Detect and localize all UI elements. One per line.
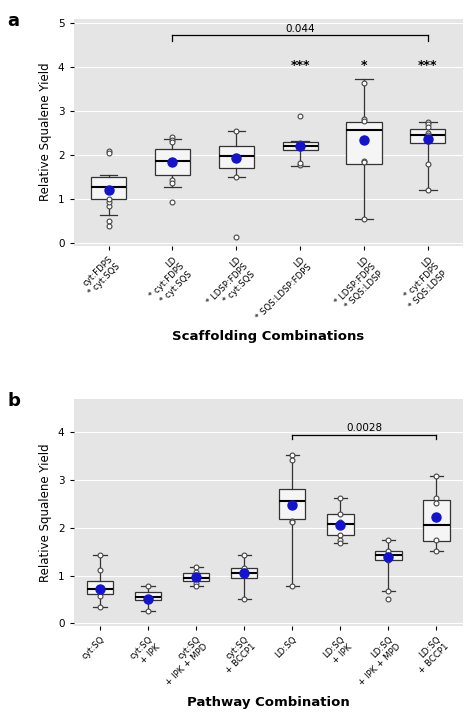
Text: 0.044: 0.044 [285, 24, 315, 34]
PathPatch shape [346, 122, 382, 164]
PathPatch shape [87, 581, 113, 594]
Y-axis label: Relative Squalene Yield: Relative Squalene Yield [39, 63, 52, 202]
PathPatch shape [283, 142, 318, 150]
PathPatch shape [219, 145, 254, 168]
PathPatch shape [231, 568, 257, 578]
Text: a: a [8, 12, 19, 30]
Text: ***: *** [291, 60, 310, 73]
PathPatch shape [423, 500, 450, 541]
PathPatch shape [155, 149, 190, 175]
X-axis label: Pathway Combination: Pathway Combination [187, 696, 350, 709]
Text: b: b [8, 392, 20, 410]
Text: ***: *** [418, 60, 438, 73]
PathPatch shape [327, 514, 354, 535]
PathPatch shape [183, 573, 210, 581]
Y-axis label: Relative Squalene Yield: Relative Squalene Yield [39, 443, 52, 582]
PathPatch shape [279, 489, 305, 519]
PathPatch shape [91, 177, 126, 199]
Text: 0.0028: 0.0028 [346, 423, 383, 433]
PathPatch shape [135, 593, 161, 600]
Text: *: * [361, 60, 367, 73]
PathPatch shape [375, 551, 401, 560]
X-axis label: Scaffolding Combinations: Scaffolding Combinations [172, 330, 365, 343]
PathPatch shape [410, 129, 446, 143]
